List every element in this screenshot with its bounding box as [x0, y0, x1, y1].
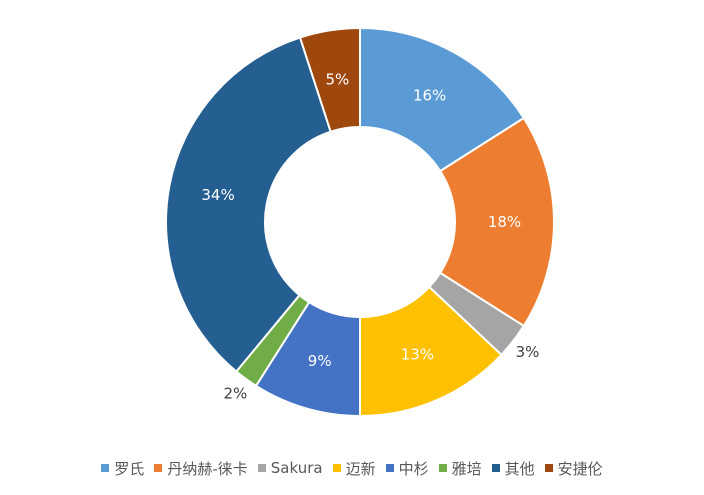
- legend-swatch: [101, 464, 110, 472]
- slice-1: [438, 116, 555, 328]
- chart-data-labels: 16% 18% 3% 13% 9% 2% 34% 5%: [201, 70, 539, 402]
- data-label-7: 5%: [325, 70, 349, 88]
- legend-label: 丹纳赫-徕卡: [167, 459, 248, 478]
- legend-label: Sakura: [270, 459, 323, 477]
- legend-item-3: 迈新: [332, 458, 376, 479]
- data-label-0: 16%: [413, 86, 446, 104]
- data-label-1: 18%: [488, 213, 521, 231]
- legend-item-6: 其他: [491, 458, 535, 479]
- legend-label: 中杉: [398, 459, 429, 478]
- legend-item-2: Sakura: [257, 459, 323, 477]
- legend-swatch: [257, 464, 266, 472]
- legend-swatch: [438, 464, 447, 472]
- legend-item-4: 中杉: [385, 458, 429, 479]
- chart-legend: 罗氏 丹纳赫-徕卡 Sakura 迈新 中杉 雅培 其他 安捷伦: [0, 455, 704, 481]
- legend-label: 安捷伦: [557, 459, 603, 478]
- legend-item-0: 罗氏: [101, 458, 144, 479]
- data-label-4: 9%: [308, 352, 332, 370]
- slice-7: [298, 26, 361, 133]
- legend-item-5: 雅培: [438, 458, 482, 479]
- legend-label: 罗氏: [114, 459, 145, 478]
- legend-label: 迈新: [345, 459, 376, 478]
- legend-swatch: [332, 464, 341, 472]
- data-label-5: 2%: [223, 385, 247, 403]
- chart-slices: [165, 26, 555, 418]
- legend-item-1: 丹纳赫-徕卡: [154, 458, 248, 479]
- legend-item-7: 安捷伦: [544, 458, 603, 479]
- legend-swatch: [154, 464, 163, 472]
- data-label-2: 3%: [516, 343, 540, 361]
- legend-swatch: [544, 464, 553, 472]
- legend-swatch: [491, 464, 500, 472]
- legend-label: 其他: [504, 459, 535, 478]
- data-label-3: 13%: [401, 346, 434, 364]
- data-label-6: 34%: [201, 186, 234, 204]
- legend-swatch: [385, 464, 394, 472]
- slice-6: [165, 36, 332, 373]
- legend-label: 雅培: [451, 459, 482, 478]
- slice-0: [359, 26, 526, 173]
